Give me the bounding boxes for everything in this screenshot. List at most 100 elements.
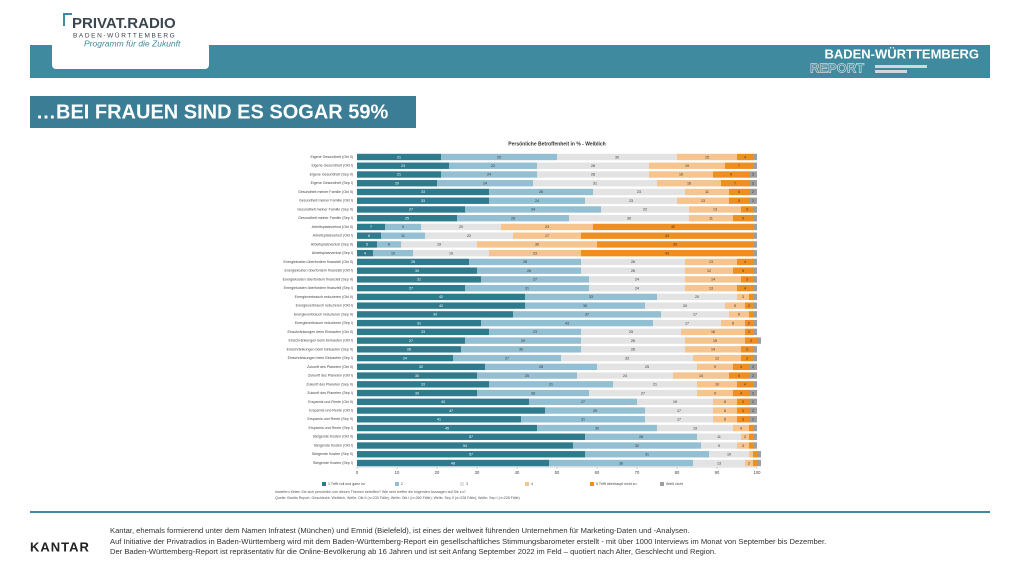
bar-segment [753,223,757,231]
y-tick-label: Energieverbrauch reduzieren (Okt II) [295,295,353,299]
bar-segment [697,433,741,440]
bar-segment [673,372,729,379]
question-note: Inwiefern fühlen Sie sich persönlich von… [275,490,466,494]
bar-segment [441,153,557,161]
bar-segment [481,276,589,283]
y-tick-label: Zukunft des Planeten (Okt II) [307,365,353,369]
bar-segment [701,442,737,449]
bar-segment [441,171,537,178]
data-label: 17 [685,321,689,325]
bar-segment [501,223,593,231]
bar-segment [589,389,697,397]
y-tick-label: Gesundheit meiner Familie (Sep I) [298,216,353,220]
data-label: 26 [631,348,635,352]
bar-segment [661,311,729,318]
bar-segment [657,424,733,432]
data-label: 7 [370,225,372,229]
bar-segment [357,328,489,336]
bar-segment [357,241,377,248]
y-tick-label: Eigene Gesundheit (Sep II) [310,172,353,176]
data-label: 4 [744,286,746,290]
bar-segment [685,337,745,344]
data-label: 17 [545,234,549,238]
data-label: 2 [752,400,754,404]
bar-segment [737,398,749,405]
bar-segment [753,276,757,283]
data-label: 32 [419,365,423,369]
data-label: 30 [415,391,419,395]
bar-segment [585,451,709,458]
report-line1: BADEN-WÜRTTEMBERG [824,46,979,61]
bar-segment [357,284,465,292]
legend-swatch [525,482,529,486]
bar-segment [685,276,741,283]
bar-segment [489,328,581,336]
bar-segment [685,188,729,196]
legend-label: 4 [531,482,533,486]
y-tick-label: Steigende Kosten (Okt I) [314,443,353,447]
data-label: 30 [595,426,599,430]
data-label: 12 [707,269,711,273]
data-label: 19 [693,426,697,430]
bar-segment [357,293,525,301]
data-label: 39 [673,243,677,247]
bar-segment [709,451,749,458]
bar-segment [377,241,401,248]
bar-segment [573,442,701,449]
data-label: 33 [421,199,425,203]
bar-segment [741,346,753,353]
data-label: 5 [738,199,740,203]
data-label: 3 [746,278,748,282]
data-label: 3 [746,348,748,352]
bar-segment [485,363,597,371]
logo-bracket [63,13,72,26]
bar-segment [745,328,753,336]
bar-segment [729,311,749,318]
bar-segment [357,451,585,458]
bar-segment [357,363,485,371]
data-label: 26 [631,260,635,264]
bar-segment [357,206,465,213]
bar-segment [753,206,757,213]
data-label: 15 [705,155,709,159]
data-label: 30 [583,304,587,308]
bar-segment [357,311,513,318]
bar-segment [753,424,757,432]
bar-segment [753,346,757,353]
bar-segment [657,293,737,301]
data-label: 22 [643,208,647,212]
y-tick-label: Ersparnis und Rente (Sep I) [308,426,353,430]
data-label: 31 [593,181,597,185]
y-tick-label: Steigende Kosten (Sep II) [312,452,353,456]
bar-segment [685,258,737,266]
y-tick-label: Steigende Kosten (Sep I) [313,461,353,465]
bar-segment [357,302,525,309]
bar-segment [749,407,757,414]
data-label: 27 [533,278,537,282]
data-label: 40 [671,225,675,229]
data-label: 2 [752,365,754,369]
bar-segment [733,389,749,397]
bar-segment [753,433,757,440]
data-label: 6 [724,418,726,422]
bar-segment [741,433,749,440]
data-label: 13 [717,461,721,465]
bar-segment [357,459,549,467]
data-label: 25 [629,330,633,334]
data-label: 23 [533,330,537,334]
bar-segment [729,188,749,196]
data-label: 45 [445,426,449,430]
data-label: 22 [491,164,495,168]
bar-segment [357,381,489,388]
bar-segment [585,433,697,440]
bar-segment [357,433,585,440]
legend-swatch [395,482,399,486]
bar-segment [425,232,513,239]
y-tick-label: Zukunft des Planeten (Okt I) [308,374,353,378]
bar-segment [685,267,733,274]
bar-segment [381,232,425,239]
bar-segment [697,389,733,397]
data-label: 21 [397,173,401,177]
data-label: 31 [525,286,529,290]
